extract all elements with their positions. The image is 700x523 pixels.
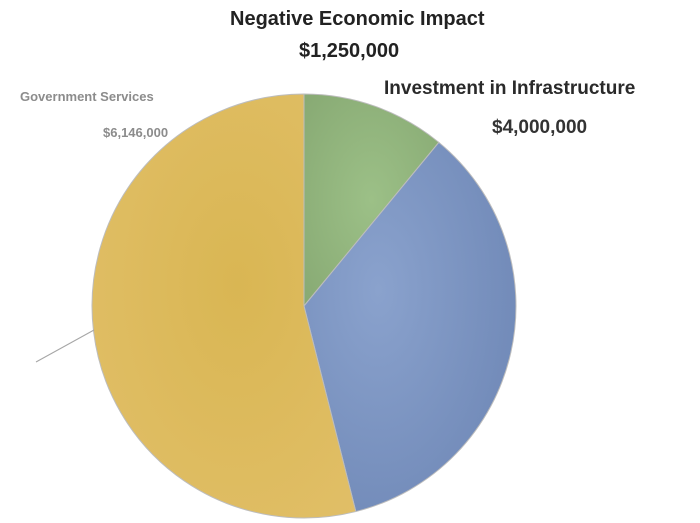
leader-line — [35, 329, 95, 363]
pie-slice-negative-economic-impact — [303, 93, 440, 308]
data-value-negative-economic-impact: $1,250,000 — [299, 40, 400, 62]
data-label-negative-economic-impact: Negative Economic Impact — [230, 8, 485, 30]
data-value-government-services: $6,146,000 — [103, 125, 169, 140]
pie-slice-government-services — [91, 93, 357, 519]
pie-slice-investment-in-infrastructure — [303, 141, 517, 513]
data-label-investment-in-infrastructure: Investment in Infrastructure — [384, 78, 636, 99]
data-label-government-services: Government Services — [20, 89, 154, 104]
data-value-investment-in-infrastructure: $4,000,000 — [492, 117, 588, 138]
